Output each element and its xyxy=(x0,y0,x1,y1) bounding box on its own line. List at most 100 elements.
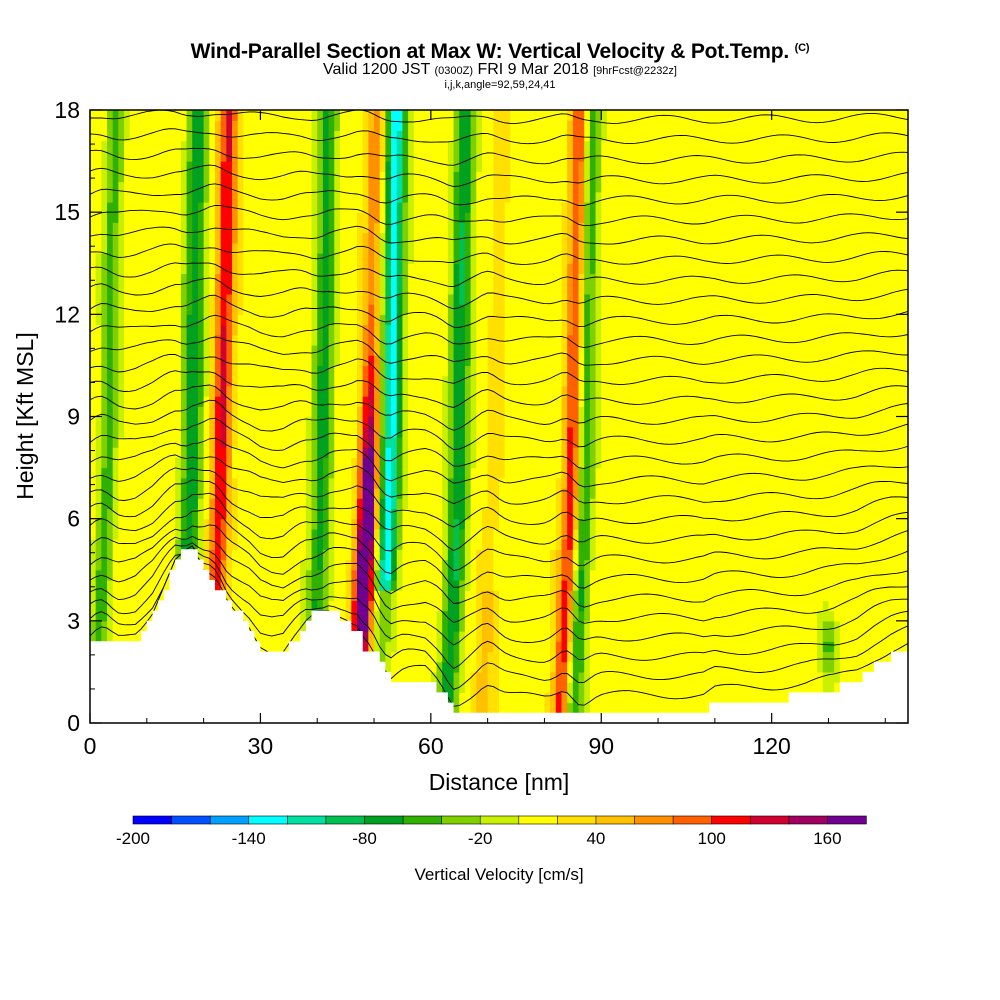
velocity-cell xyxy=(527,324,534,336)
velocity-cell xyxy=(550,600,557,612)
velocity-cell xyxy=(521,477,528,489)
velocity-cell xyxy=(334,334,341,346)
velocity-cell xyxy=(152,590,159,601)
velocity-cell xyxy=(317,150,324,162)
velocity-cell xyxy=(493,171,500,183)
velocity-cell xyxy=(226,498,233,510)
velocity-cell xyxy=(169,212,176,223)
velocity-cell xyxy=(447,682,455,693)
velocity-cell xyxy=(107,620,114,632)
velocity-cell xyxy=(317,590,324,601)
velocity-cell xyxy=(283,253,290,264)
velocity-cell xyxy=(322,150,330,162)
velocity-cell xyxy=(555,539,563,550)
velocity-cell xyxy=(254,212,262,223)
velocity-cell xyxy=(538,610,546,622)
velocity-cell xyxy=(442,253,449,264)
velocity-cell xyxy=(141,477,148,489)
velocity-cell xyxy=(294,559,301,571)
velocity-cell xyxy=(391,334,398,346)
velocity-cell xyxy=(277,426,284,438)
velocity-cell xyxy=(300,569,307,581)
velocity-cell xyxy=(402,263,409,275)
velocity-cell xyxy=(368,436,375,448)
velocity-cell xyxy=(447,304,455,315)
velocity-cell xyxy=(214,344,222,356)
velocity-cell xyxy=(408,130,415,142)
velocity-cell xyxy=(493,385,500,397)
velocity-cell xyxy=(260,620,267,632)
velocity-cell xyxy=(499,467,506,479)
velocity-cell xyxy=(351,488,358,499)
velocity-cell xyxy=(129,150,137,162)
velocity-cell xyxy=(277,365,284,377)
velocity-cell xyxy=(447,283,455,295)
velocity-cell xyxy=(237,222,244,234)
velocity-cell xyxy=(504,559,511,571)
velocity-cell xyxy=(328,457,335,469)
velocity-cell xyxy=(402,140,409,152)
velocity-cell xyxy=(391,610,398,622)
velocity-cell xyxy=(101,508,108,520)
velocity-cell xyxy=(516,273,523,285)
velocity-cell xyxy=(374,498,381,510)
velocity-cell xyxy=(510,579,517,591)
velocity-cell xyxy=(419,355,426,367)
velocity-cell xyxy=(322,498,330,510)
velocity-cell xyxy=(538,283,546,295)
velocity-cell xyxy=(425,590,432,601)
velocity-cell xyxy=(510,314,517,326)
velocity-cell xyxy=(220,518,227,530)
velocity-cell xyxy=(453,375,460,387)
velocity-cell xyxy=(391,600,398,612)
velocity-cell xyxy=(504,324,511,336)
velocity-cell xyxy=(470,467,477,479)
velocity-cell xyxy=(391,416,398,428)
velocity-cell xyxy=(129,406,137,418)
velocity-cell xyxy=(481,671,489,683)
velocity-cell xyxy=(192,539,199,550)
velocity-cell xyxy=(90,406,97,418)
velocity-cell xyxy=(226,253,233,264)
velocity-cell xyxy=(254,631,262,642)
velocity-cell xyxy=(345,426,352,438)
velocity-cell xyxy=(158,242,165,254)
velocity-cell xyxy=(220,120,227,132)
velocity-cell xyxy=(356,130,364,142)
velocity-cell xyxy=(351,150,358,162)
velocity-cell xyxy=(260,631,267,642)
velocity-cell xyxy=(442,365,449,377)
velocity-cell xyxy=(95,334,102,346)
velocity-cell xyxy=(300,263,307,275)
velocity-cell xyxy=(419,304,426,315)
velocity-cell xyxy=(90,467,97,479)
velocity-cell xyxy=(459,559,466,571)
velocity-cell xyxy=(487,171,494,183)
velocity-cell xyxy=(107,130,114,142)
velocity-cell xyxy=(260,273,267,285)
velocity-cell xyxy=(232,406,239,418)
velocity-cell xyxy=(402,355,409,367)
velocity-cell xyxy=(328,559,335,571)
velocity-cell xyxy=(322,344,330,356)
velocity-cell xyxy=(266,539,273,550)
velocity-cell xyxy=(476,661,483,673)
velocity-cell xyxy=(516,365,523,377)
velocity-cell xyxy=(453,283,460,295)
velocity-cell xyxy=(356,539,364,550)
velocity-cell xyxy=(300,120,307,132)
velocity-cell xyxy=(453,518,460,530)
velocity-cell xyxy=(209,488,216,499)
velocity-cell xyxy=(493,375,500,387)
velocity-cell xyxy=(493,181,500,193)
velocity-cell xyxy=(464,161,472,172)
velocity-cell xyxy=(379,590,386,601)
velocity-cell xyxy=(135,488,142,499)
velocity-cell xyxy=(266,569,273,581)
velocity-cell xyxy=(311,293,318,305)
velocity-cell xyxy=(209,528,216,540)
velocity-cell xyxy=(283,488,290,499)
velocity-cell xyxy=(294,314,301,326)
velocity-cell xyxy=(90,600,97,612)
velocity-cell xyxy=(487,385,494,397)
